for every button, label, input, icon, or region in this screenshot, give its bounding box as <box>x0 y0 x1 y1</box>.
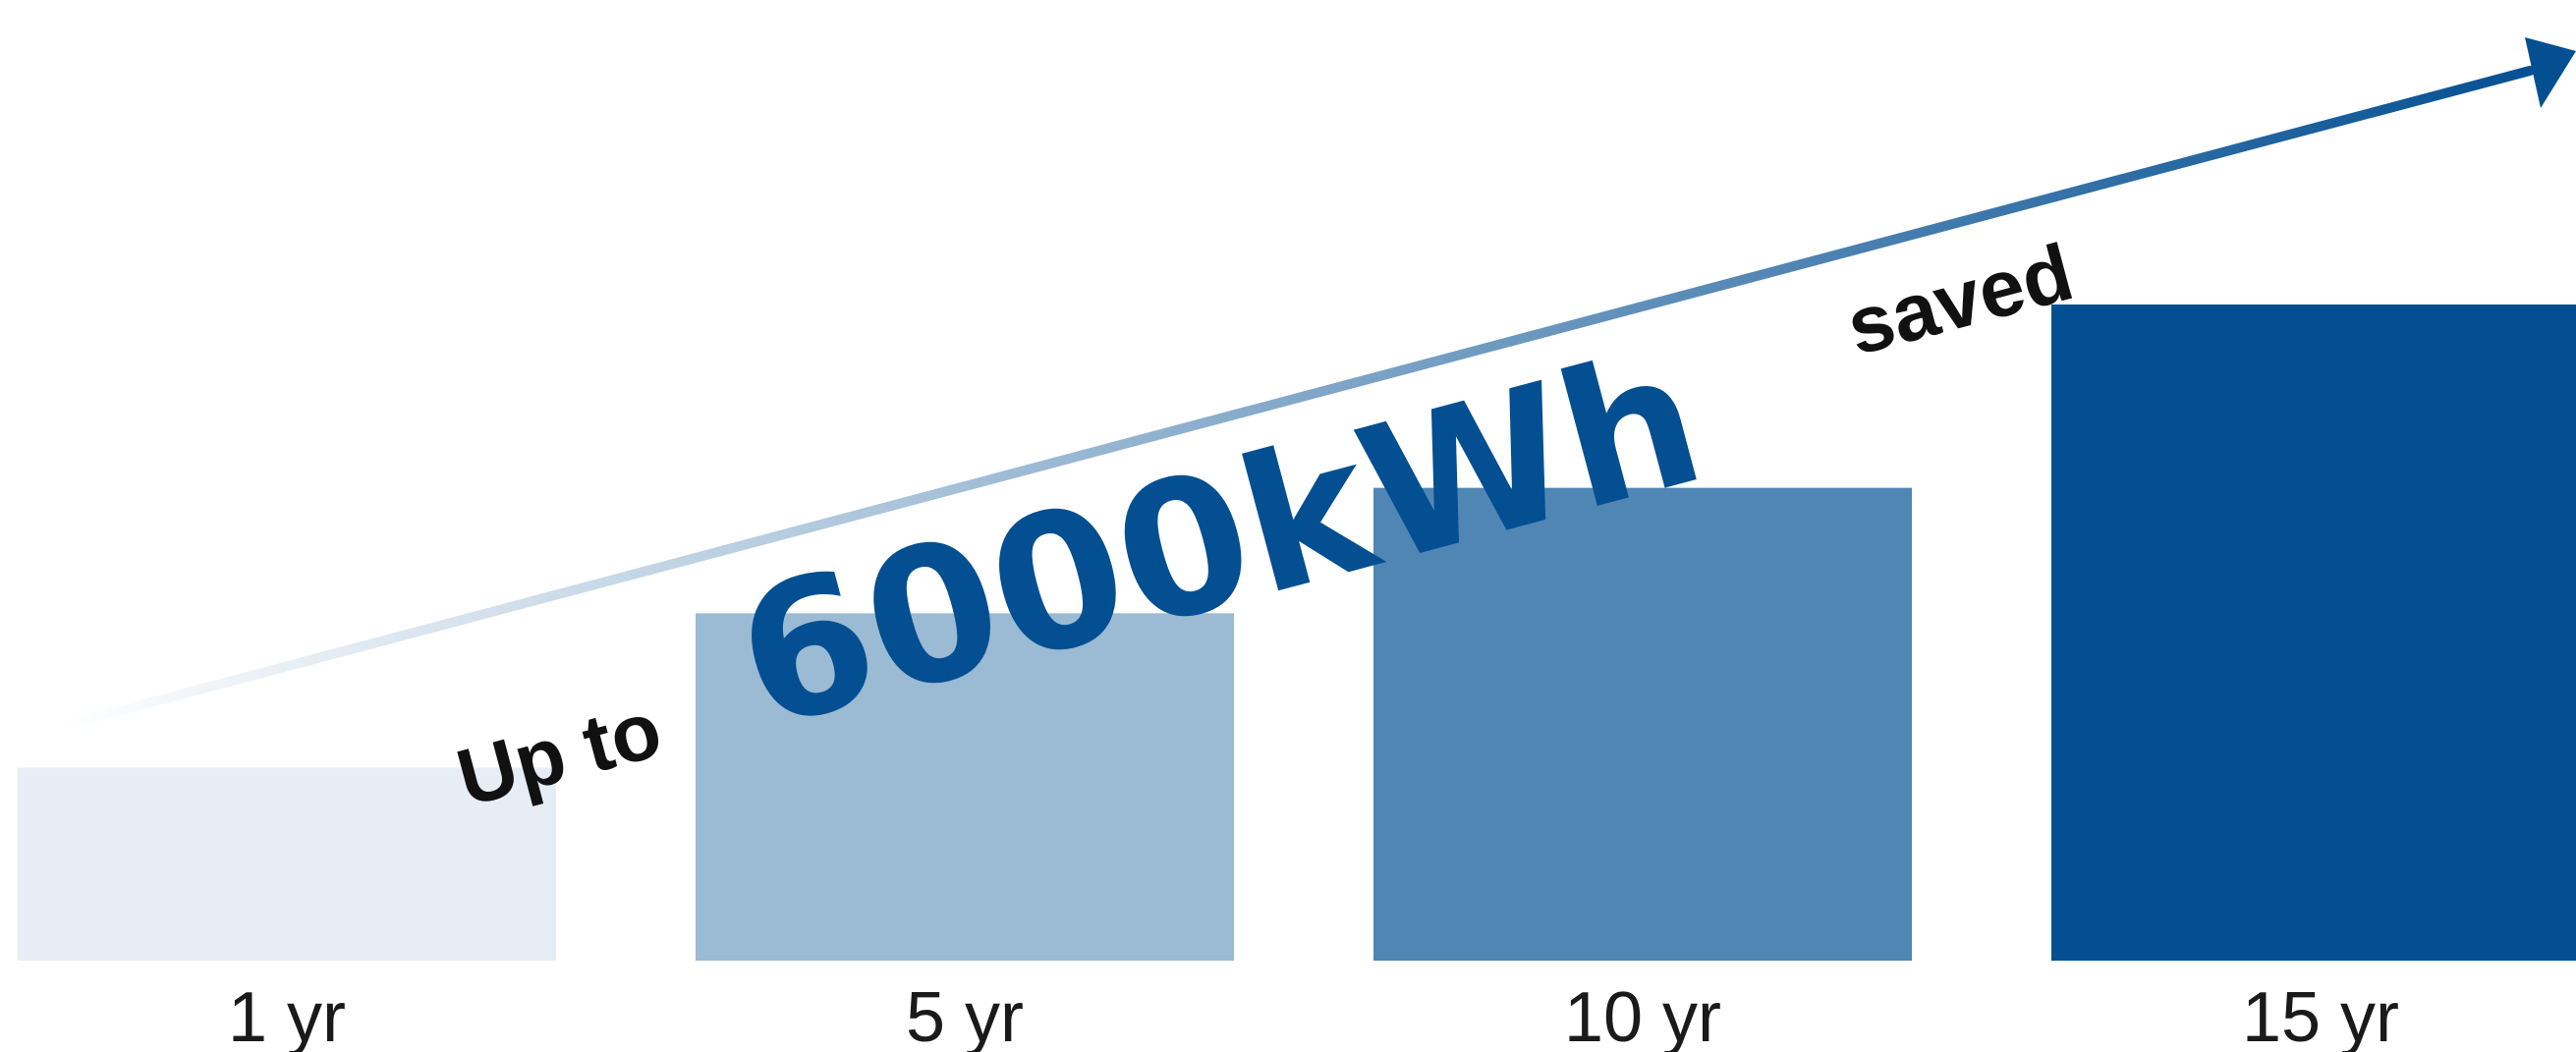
annotation-prefix: Up to <box>448 685 670 824</box>
trend-arrow-head <box>2525 37 2576 108</box>
category-label-5-yr: 5 yr <box>906 978 1024 1052</box>
trend-arrow-line <box>54 66 2535 732</box>
bars-group <box>18 305 2576 961</box>
bar-1-yr <box>18 767 556 961</box>
category-label-15-yr: 15 yr <box>2242 978 2399 1052</box>
category-label-10-yr: 10 yr <box>1564 978 1721 1052</box>
category-label-1-yr: 1 yr <box>228 978 346 1052</box>
bar-5-yr <box>696 613 1234 961</box>
category-labels-group: 1 yr 5 yr 10 yr 15 yr <box>228 978 2399 1052</box>
bar-10-yr <box>1373 487 1912 961</box>
bar-15-yr <box>2051 305 2576 961</box>
